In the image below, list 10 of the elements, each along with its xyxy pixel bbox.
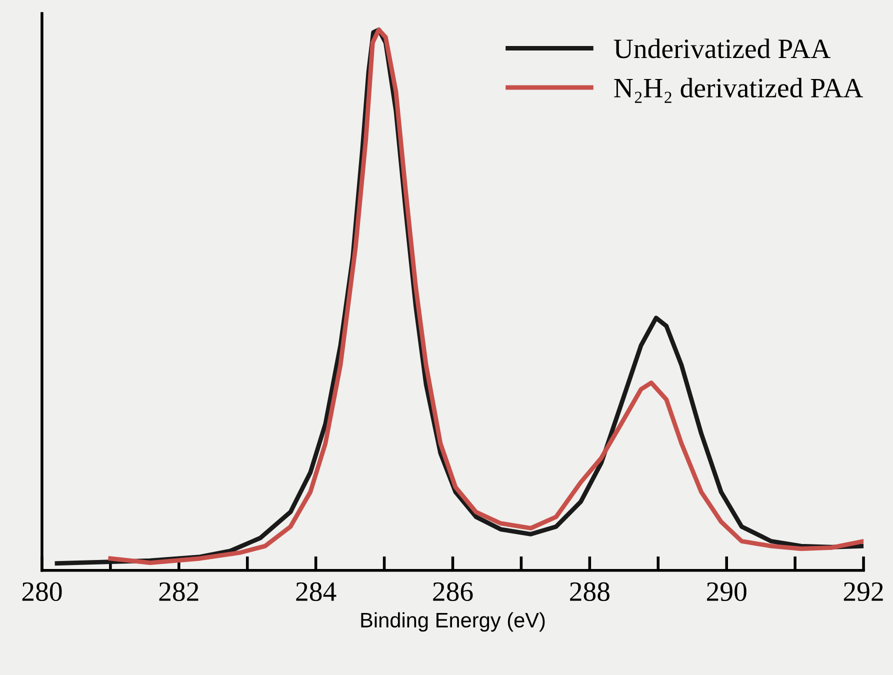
x-tick-label: 292 <box>844 582 883 602</box>
x-tick-label: 286 <box>433 582 473 602</box>
x-tick-label: 280 <box>22 582 62 602</box>
x-tick-label: 288 <box>570 582 610 602</box>
x-tick-label: 290 <box>706 582 746 602</box>
legend-label: Underivatized PAA <box>614 38 830 58</box>
legend-label: N₂H₂ derivatized PAA <box>614 78 863 103</box>
x-tick-label: 284 <box>296 582 336 602</box>
x-tick-label: 282 <box>159 582 198 602</box>
x-axis-title: Binding Energy (eV) <box>361 612 545 632</box>
